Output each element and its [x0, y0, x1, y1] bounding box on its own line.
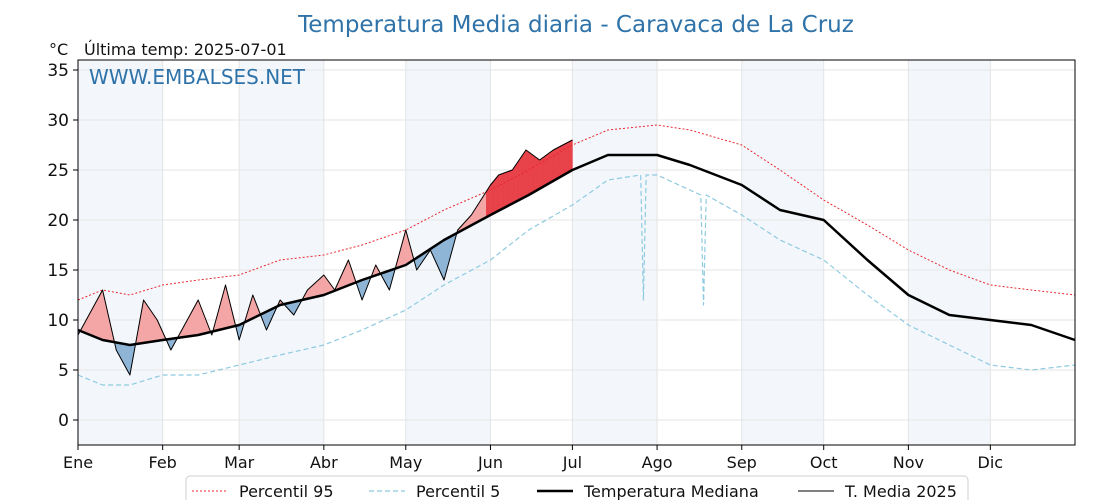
legend-label-media2025: T. Media 2025: [844, 482, 957, 500]
series-line-mediana: [77, 153, 1076, 347]
y-tick-label: 35: [47, 61, 69, 81]
unit-label: °C: [49, 40, 68, 59]
series-line-percentil5: [77, 174, 1076, 386]
month-band: [741, 60, 824, 445]
last-temp-label: Última temp: 2025-07-01: [84, 40, 287, 59]
x-tick-label: Ene: [63, 453, 93, 472]
x-tick-label: Jun: [477, 453, 503, 472]
month-band: [239, 60, 324, 445]
x-tick-label: Nov: [893, 453, 924, 472]
chart-title: Temperatura Media diaria - Caravaca de L…: [297, 12, 854, 38]
y-tick-label: 25: [47, 161, 69, 181]
x-tick-label: Mar: [224, 453, 255, 472]
month-band: [908, 60, 991, 445]
y-tick-label: 10: [47, 311, 69, 331]
month-band: [572, 60, 658, 445]
x-axis: Ene Feb Mar Abr May Jun Jul Ago Sep Oct Nov Dic: [63, 445, 1003, 472]
legend: Percentil 95 Percentil 5 Temperatura Med…: [185, 475, 969, 500]
y-tick-label: 30: [47, 111, 69, 131]
legend-label-percentil5: Percentil 5: [416, 482, 500, 500]
legend-label-mediana: Temperatura Mediana: [583, 482, 759, 500]
legend-label-percentil95: Percentil 95: [239, 482, 334, 500]
x-tick-label: Sep: [727, 453, 757, 472]
watermark: WWW.EMBALSES.NET: [89, 65, 306, 89]
series-line-media2025: [77, 139, 573, 376]
y-tick-label: 5: [58, 361, 69, 381]
plot-background: [78, 60, 991, 445]
y-tick-label: 15: [47, 261, 69, 281]
x-tick-label: Feb: [149, 453, 177, 472]
y-tick-label: 0: [58, 411, 69, 431]
legend-box: [185, 475, 969, 500]
x-tick-label: Jul: [562, 453, 582, 472]
series-line-percentil95: [77, 124, 1076, 301]
y-axis: 0 5 10 15 20 25 30 35: [47, 61, 78, 431]
x-tick-label: Ago: [642, 453, 673, 472]
x-tick-label: May: [389, 453, 422, 472]
grid-lines: [77, 60, 1075, 445]
month-band: [78, 60, 163, 445]
series-lines: [77, 124, 1076, 386]
x-tick-label: Abr: [310, 453, 338, 472]
plot-frame: [77, 59, 1076, 446]
deviation-band: [570, 139, 573, 172]
x-tick-label: Dic: [978, 453, 1004, 472]
x-tick-label: Oct: [810, 453, 838, 472]
y-tick-label: 20: [47, 211, 69, 231]
